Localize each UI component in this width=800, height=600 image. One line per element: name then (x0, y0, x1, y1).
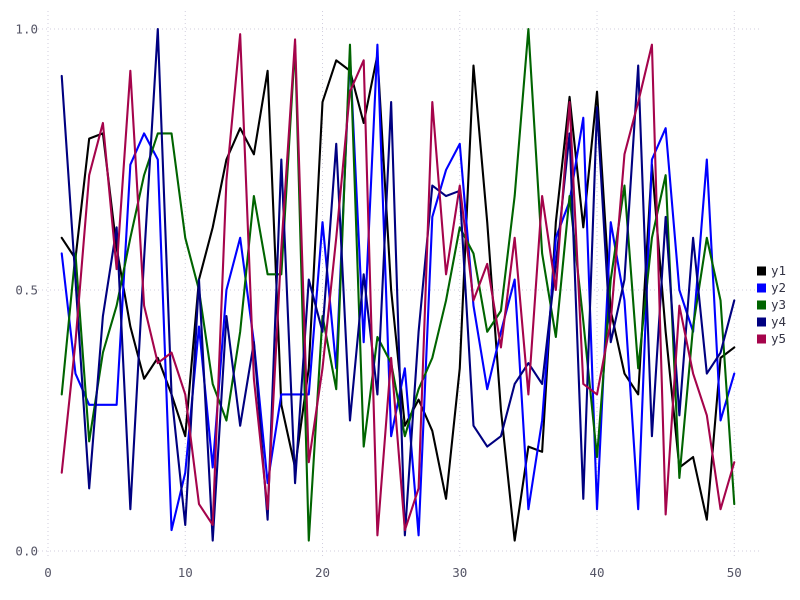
series-lines (60, 27, 736, 542)
y-tick-label-0: 0.0 (15, 544, 38, 559)
x-tick-label-30: 30 (452, 565, 467, 580)
legend-label-y2: y2 (771, 280, 786, 295)
y-tick-label-1: 1.0 (15, 22, 38, 37)
legend-item-y1[interactable]: y1 (757, 263, 786, 278)
legend-swatch-y2 (757, 283, 766, 293)
legend-item-y5[interactable]: y5 (757, 331, 786, 346)
legend-item-y4[interactable]: y4 (757, 314, 786, 329)
legend-swatch-y1 (757, 266, 766, 276)
x-tick-label-50: 50 (727, 565, 742, 580)
y-tick-label-0_5: 0.5 (15, 283, 38, 298)
y-axis-tick-labels: 0.0 0.5 1.0 (15, 22, 38, 559)
series-line-y3 (60, 27, 736, 542)
series-line-y5 (60, 33, 736, 537)
legend-swatch-y3 (757, 300, 766, 310)
legend-swatch-y4 (757, 317, 766, 327)
legend-label-y3: y3 (771, 297, 786, 312)
x-tick-label-40: 40 (589, 565, 604, 580)
series-line-y1 (60, 54, 736, 542)
legend-label-y5: y5 (771, 331, 786, 346)
x-axis-tick-labels: 0 10 20 30 40 50 (44, 565, 742, 580)
series-line-y4 (60, 27, 736, 542)
x-tick-label-20: 20 (315, 565, 330, 580)
legend-item-y3[interactable]: y3 (757, 297, 786, 312)
legend[interactable]: y1 y2 y3 y4 y5 (757, 263, 786, 346)
x-tick-label-0: 0 (44, 565, 52, 580)
legend-item-y2[interactable]: y2 (757, 280, 786, 295)
x-tick-label-10: 10 (178, 565, 193, 580)
legend-label-y4: y4 (771, 314, 786, 329)
legend-label-y1: y1 (771, 263, 786, 278)
legend-swatch-y5 (757, 334, 766, 344)
